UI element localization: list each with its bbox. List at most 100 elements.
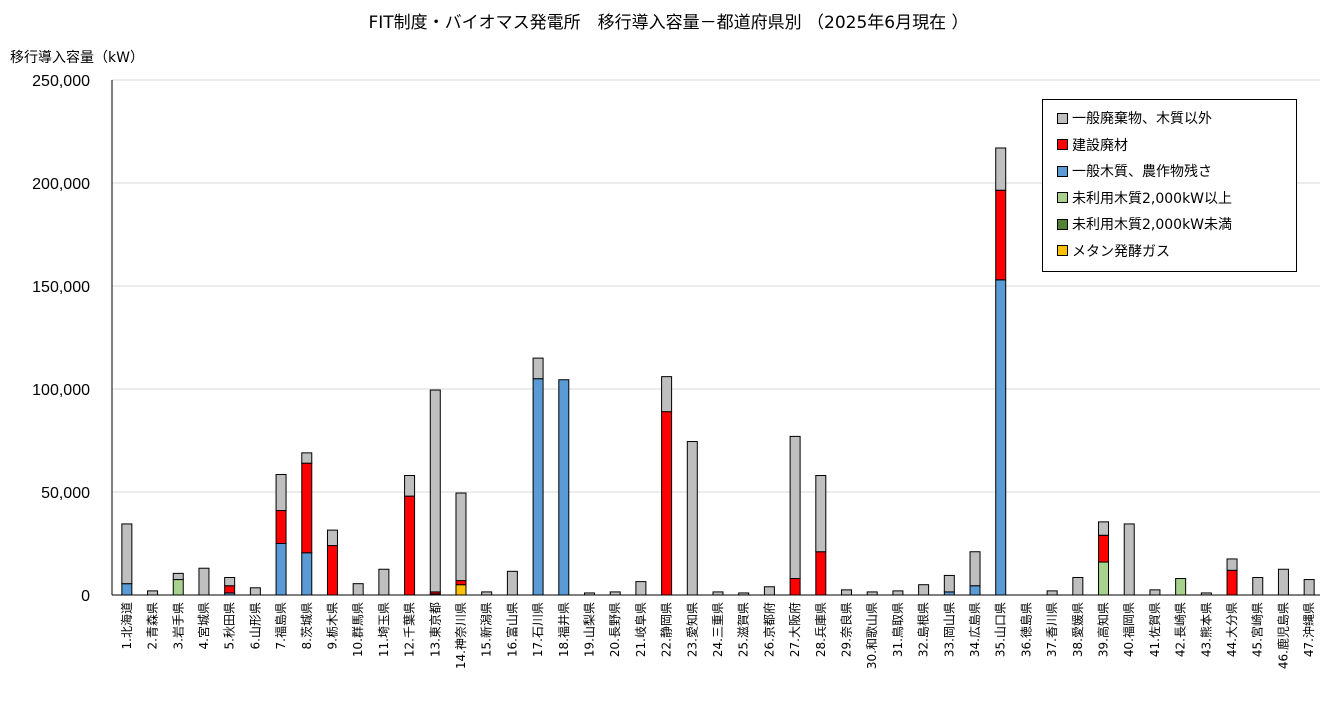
bar-segment: [506, 570, 518, 596]
x-tick-label: 45.宮崎県: [1250, 602, 1265, 657]
x-tick-label: 46.鹿児島県: [1275, 602, 1290, 669]
x-tick-label: 39.高知県: [1096, 602, 1111, 657]
y-tick-labels: 0 50,000 100,000 150,000 200,000 250,000: [32, 73, 90, 605]
x-tick-label: 33.岡山県: [942, 602, 956, 657]
x-tick-label: 7.福島県: [273, 602, 288, 649]
x-tick-label: 23.愛知県: [685, 602, 699, 657]
x-tick-label: 17.石川県: [531, 602, 545, 657]
bar-segment: [121, 583, 133, 596]
bar-segment: [969, 585, 981, 596]
bar-segment: [301, 552, 313, 596]
bar-segment: [841, 589, 853, 596]
x-tick-label: 30.和歌山県: [864, 602, 879, 669]
legend-item: 未利用木質2,000kW以上: [1057, 185, 1296, 212]
bar-segment: [249, 587, 261, 596]
x-tick-label: 13.東京都: [428, 602, 442, 657]
bar-segment: [1226, 558, 1238, 571]
bar-segment: [1252, 576, 1264, 596]
x-tick-label: 42.長崎県: [1174, 602, 1188, 657]
x-tick-label: 14.神奈川県: [454, 602, 468, 669]
x-tick-label: 15.新潟県: [479, 602, 494, 657]
bar-segment: [275, 473, 287, 512]
x-tick-label: 21.岐阜県: [634, 602, 648, 657]
bar-segment: [943, 574, 955, 593]
legend-label: 一般廃棄物、木質以外: [1072, 111, 1212, 128]
x-tick-label: 24.三重県: [711, 602, 725, 657]
bar-segment: [455, 580, 467, 586]
legend-swatch: [1057, 192, 1068, 204]
bar-segment: [1098, 561, 1110, 596]
bar-segment: [172, 572, 184, 581]
x-tick-label: 1.北海道: [119, 602, 134, 649]
legend-item: 一般木質、農作物残さ: [1057, 158, 1296, 185]
x-tick-label: 37.香川県: [1045, 602, 1059, 657]
bar-segment: [1175, 578, 1187, 596]
x-tick-label: 31.鳥取県: [890, 602, 905, 657]
x-tick-label: 20.長野県: [608, 602, 622, 657]
y-tick-label: 100,000: [32, 382, 90, 399]
bar-segment: [1072, 576, 1084, 596]
bar-segment: [995, 279, 1007, 596]
bar-segment: [1226, 569, 1238, 596]
bar-segment: [455, 584, 467, 596]
x-tick-label: 18.福井県: [556, 602, 571, 657]
y-tick-label: 250,000: [32, 73, 90, 90]
legend: 一般廃棄物、木質以外 建設廃材一般木質、農作物残さ未利用木質2,000kW以上未利…: [1042, 99, 1297, 272]
legend-item: 一般廃棄物、木質以外: [1057, 105, 1296, 132]
legend-label: 建設廃材: [1072, 137, 1128, 154]
chart-title: FIT制度・バイオマス発電所 移行導入容量－都道府県別 （2025年6月現在 ）: [368, 13, 969, 33]
gridlines: [112, 79, 1320, 493]
legend-item: 建設廃材: [1057, 132, 1296, 159]
bar-segment: [1098, 534, 1110, 563]
bar-segment: [995, 189, 1007, 281]
bar-segment: [198, 567, 210, 596]
bar-segment: [532, 357, 544, 380]
bar-segment: [121, 523, 133, 585]
bar-segment: [969, 551, 981, 587]
y-tick-label: 150,000: [32, 279, 90, 296]
bar-segment: [815, 551, 827, 596]
bar-segment: [404, 475, 416, 497]
x-tick-label: 47.沖縄県: [1301, 602, 1316, 657]
bar-segment: [1098, 521, 1110, 536]
legend-label: 未利用木質2,000kW未満: [1072, 217, 1233, 234]
x-tick-label: 32.島根県: [916, 602, 931, 657]
x-tick-labels: 1.北海道 2.青森県 3.岩手県 4.宮城県 5.秋田県 6.山形県 7.福島県 8.茨城県…: [119, 602, 1316, 669]
bars: [121, 147, 1315, 596]
legend-swatch: [1057, 165, 1068, 177]
legend-label: 一般木質、農作物残さ: [1072, 164, 1212, 181]
bar-segment: [661, 376, 673, 413]
x-tick-label: 28.兵庫県: [814, 602, 828, 657]
x-tick-label: 11.埼玉県: [377, 602, 391, 657]
bar-segment: [172, 579, 184, 596]
bar-segment: [275, 543, 287, 596]
bar-segment: [301, 462, 313, 554]
x-tick-label: 38.愛媛県: [1071, 602, 1085, 657]
bar-segment: [326, 529, 338, 547]
x-tick-label: 26.京都府: [761, 602, 776, 657]
legend-label: メタン発酵ガス: [1072, 243, 1170, 260]
bar-segment: [1277, 568, 1289, 596]
x-tick-label: 10.群馬県: [351, 602, 365, 657]
x-tick-label: 5.秋田県: [223, 602, 237, 649]
bar-segment: [1123, 523, 1135, 596]
x-tick-label: 34.広島県: [967, 602, 982, 657]
bar-segment: [301, 452, 313, 464]
bar-segment: [1149, 589, 1161, 596]
bar-segment: [378, 568, 390, 596]
y-axis-label: 移行導入容量（kW）: [10, 50, 144, 66]
bar-segment: [224, 585, 236, 594]
bar-segment: [404, 495, 416, 596]
x-tick-label: 4.宮城県: [196, 602, 211, 649]
x-tick-label: 29.奈良県: [839, 602, 854, 657]
legend-swatch: [1057, 139, 1068, 151]
x-tick-label: 8.茨城県: [300, 602, 314, 649]
bar-segment: [147, 590, 159, 596]
x-tick-label: 44.大分県: [1225, 602, 1239, 657]
bar-segment: [815, 475, 827, 553]
legend-swatch: [1057, 112, 1068, 124]
legend-swatch: [1057, 218, 1068, 230]
x-tick-label: 6.山形県: [248, 602, 262, 649]
bar-segment: [352, 583, 364, 596]
bar-segment: [763, 586, 775, 596]
